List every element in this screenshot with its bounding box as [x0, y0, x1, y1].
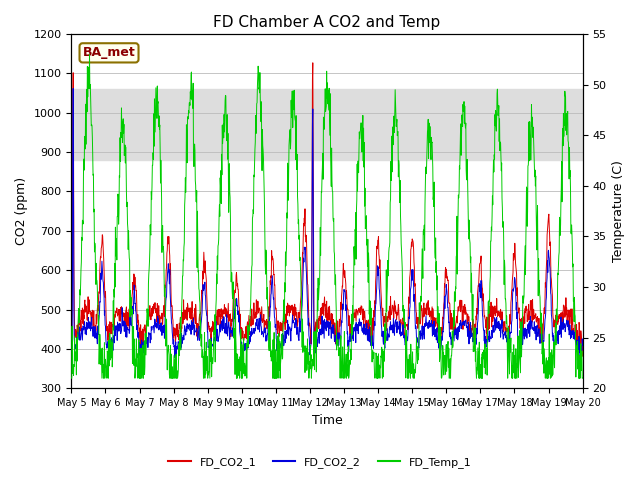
Y-axis label: CO2 (ppm): CO2 (ppm) — [15, 177, 28, 245]
Y-axis label: Temperature (C): Temperature (C) — [612, 160, 625, 262]
X-axis label: Time: Time — [312, 414, 342, 427]
Title: FD Chamber A CO2 and Temp: FD Chamber A CO2 and Temp — [213, 15, 440, 30]
Legend: FD_CO2_1, FD_CO2_2, FD_Temp_1: FD_CO2_1, FD_CO2_2, FD_Temp_1 — [164, 452, 476, 472]
Bar — [72, 89, 582, 160]
Text: BA_met: BA_met — [83, 47, 136, 60]
